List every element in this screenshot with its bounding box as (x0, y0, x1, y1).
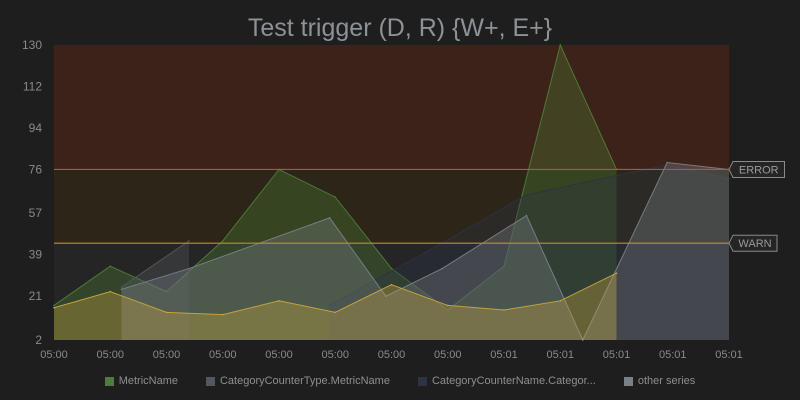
series-1-point-1 (188, 240, 190, 242)
x-tick-label: 05:01 (546, 349, 574, 361)
series-3-point-5 (525, 214, 528, 217)
series-3-point-7 (666, 161, 668, 164)
legend-label: CategoryCounterType.MetricName (219, 375, 390, 387)
legend-swatch (417, 376, 427, 386)
series-4-point-0 (53, 306, 55, 309)
x-tick-label: 05:01 (490, 349, 518, 361)
y-tick-label: 76 (29, 162, 43, 176)
series-4-point-6 (390, 283, 393, 286)
legend-label: CategoryCounterName.Categor... (431, 375, 596, 387)
threshold-label-warn: WARN (738, 238, 771, 250)
series-area-3 (121, 162, 729, 340)
y-tick-label: 21 (29, 289, 43, 303)
series-0-point-3 (221, 240, 224, 242)
legend-item[interactable]: other series (623, 372, 696, 390)
series-area-1 (121, 240, 189, 340)
y-tick-label: 130 (22, 38, 42, 52)
threshold-tag-warn (728, 234, 778, 252)
series-4-point-1 (109, 290, 112, 293)
x-tick-label: 05:00 (378, 349, 406, 361)
y-tick-label: 39 (29, 248, 43, 262)
y-tick-label: 2 (35, 333, 42, 347)
error-zone (54, 45, 729, 170)
series-4-point-4 (278, 300, 280, 302)
legend-swatch (623, 376, 633, 386)
x-tick-label: 05:01 (603, 349, 631, 361)
series-3-point-0 (120, 288, 123, 291)
x-tick-label: 05:00 (209, 349, 237, 361)
series-area-2 (329, 164, 729, 340)
series-0-point-5 (334, 196, 337, 198)
y-tick-label: 112 (23, 79, 42, 93)
legend-label: other series (637, 375, 696, 387)
series-2-point-0 (328, 304, 331, 307)
y-tick-label: 57 (29, 206, 43, 220)
x-tick-label: 05:00 (40, 349, 68, 361)
x-tick-label: 05:00 (153, 349, 181, 361)
x-tick-label: 05:01 (715, 349, 743, 361)
series-1-point-0 (120, 286, 123, 288)
series-4-point-9 (559, 300, 562, 302)
series-2-point-2 (525, 194, 528, 196)
series-3-point-6 (581, 339, 584, 341)
series-0-point-9 (559, 44, 562, 46)
x-tick-label: 05:01 (659, 349, 687, 361)
legend-swatch (104, 376, 114, 386)
threshold-tag-error (728, 160, 785, 178)
y-tick-label: 94 (29, 121, 43, 135)
series-0-point-7 (446, 309, 449, 311)
legend-item[interactable]: CategoryCounterType.MetricName (205, 372, 390, 390)
series-area-4 (54, 273, 617, 340)
series-3-point-1 (188, 267, 190, 270)
x-tick-label: 05:00 (321, 349, 349, 361)
x-tick-label: 05:00 (265, 349, 293, 361)
series-0-point-8 (503, 265, 505, 268)
series-4-point-3 (221, 313, 224, 316)
warn-zone (54, 169, 729, 244)
legend-item[interactable]: MetricName (104, 372, 178, 390)
series-0-point-6 (390, 267, 393, 270)
series-line-1 (121, 240, 190, 288)
x-tick-label: 05:00 (96, 349, 124, 361)
series-3-point-4 (441, 267, 443, 270)
chart-title: Test trigger (D, R) {W+, E+} (248, 14, 552, 42)
series-0-point-2 (165, 290, 168, 293)
legend: MetricName CategoryCounterType.MetricName… (0, 372, 800, 390)
series-4-point-8 (503, 309, 505, 311)
series-0-point-0 (53, 304, 55, 307)
legend-swatch (205, 376, 215, 386)
legend-item[interactable]: CategoryCounterName.Categor... (417, 372, 596, 390)
series-3-point-2 (328, 217, 331, 219)
series-4-point-2 (165, 311, 168, 314)
series-2-point-4 (728, 177, 730, 180)
threshold-label-error: ERROR (739, 164, 779, 176)
series-4-point-10 (615, 272, 618, 274)
x-tick-label: 05:00 (434, 349, 462, 361)
series-0-point-1 (109, 265, 112, 268)
legend-label: MetricName (118, 375, 178, 387)
series-4-point-7 (446, 304, 449, 307)
series-3-point-3 (385, 295, 387, 298)
series-4-point-5 (334, 311, 337, 314)
